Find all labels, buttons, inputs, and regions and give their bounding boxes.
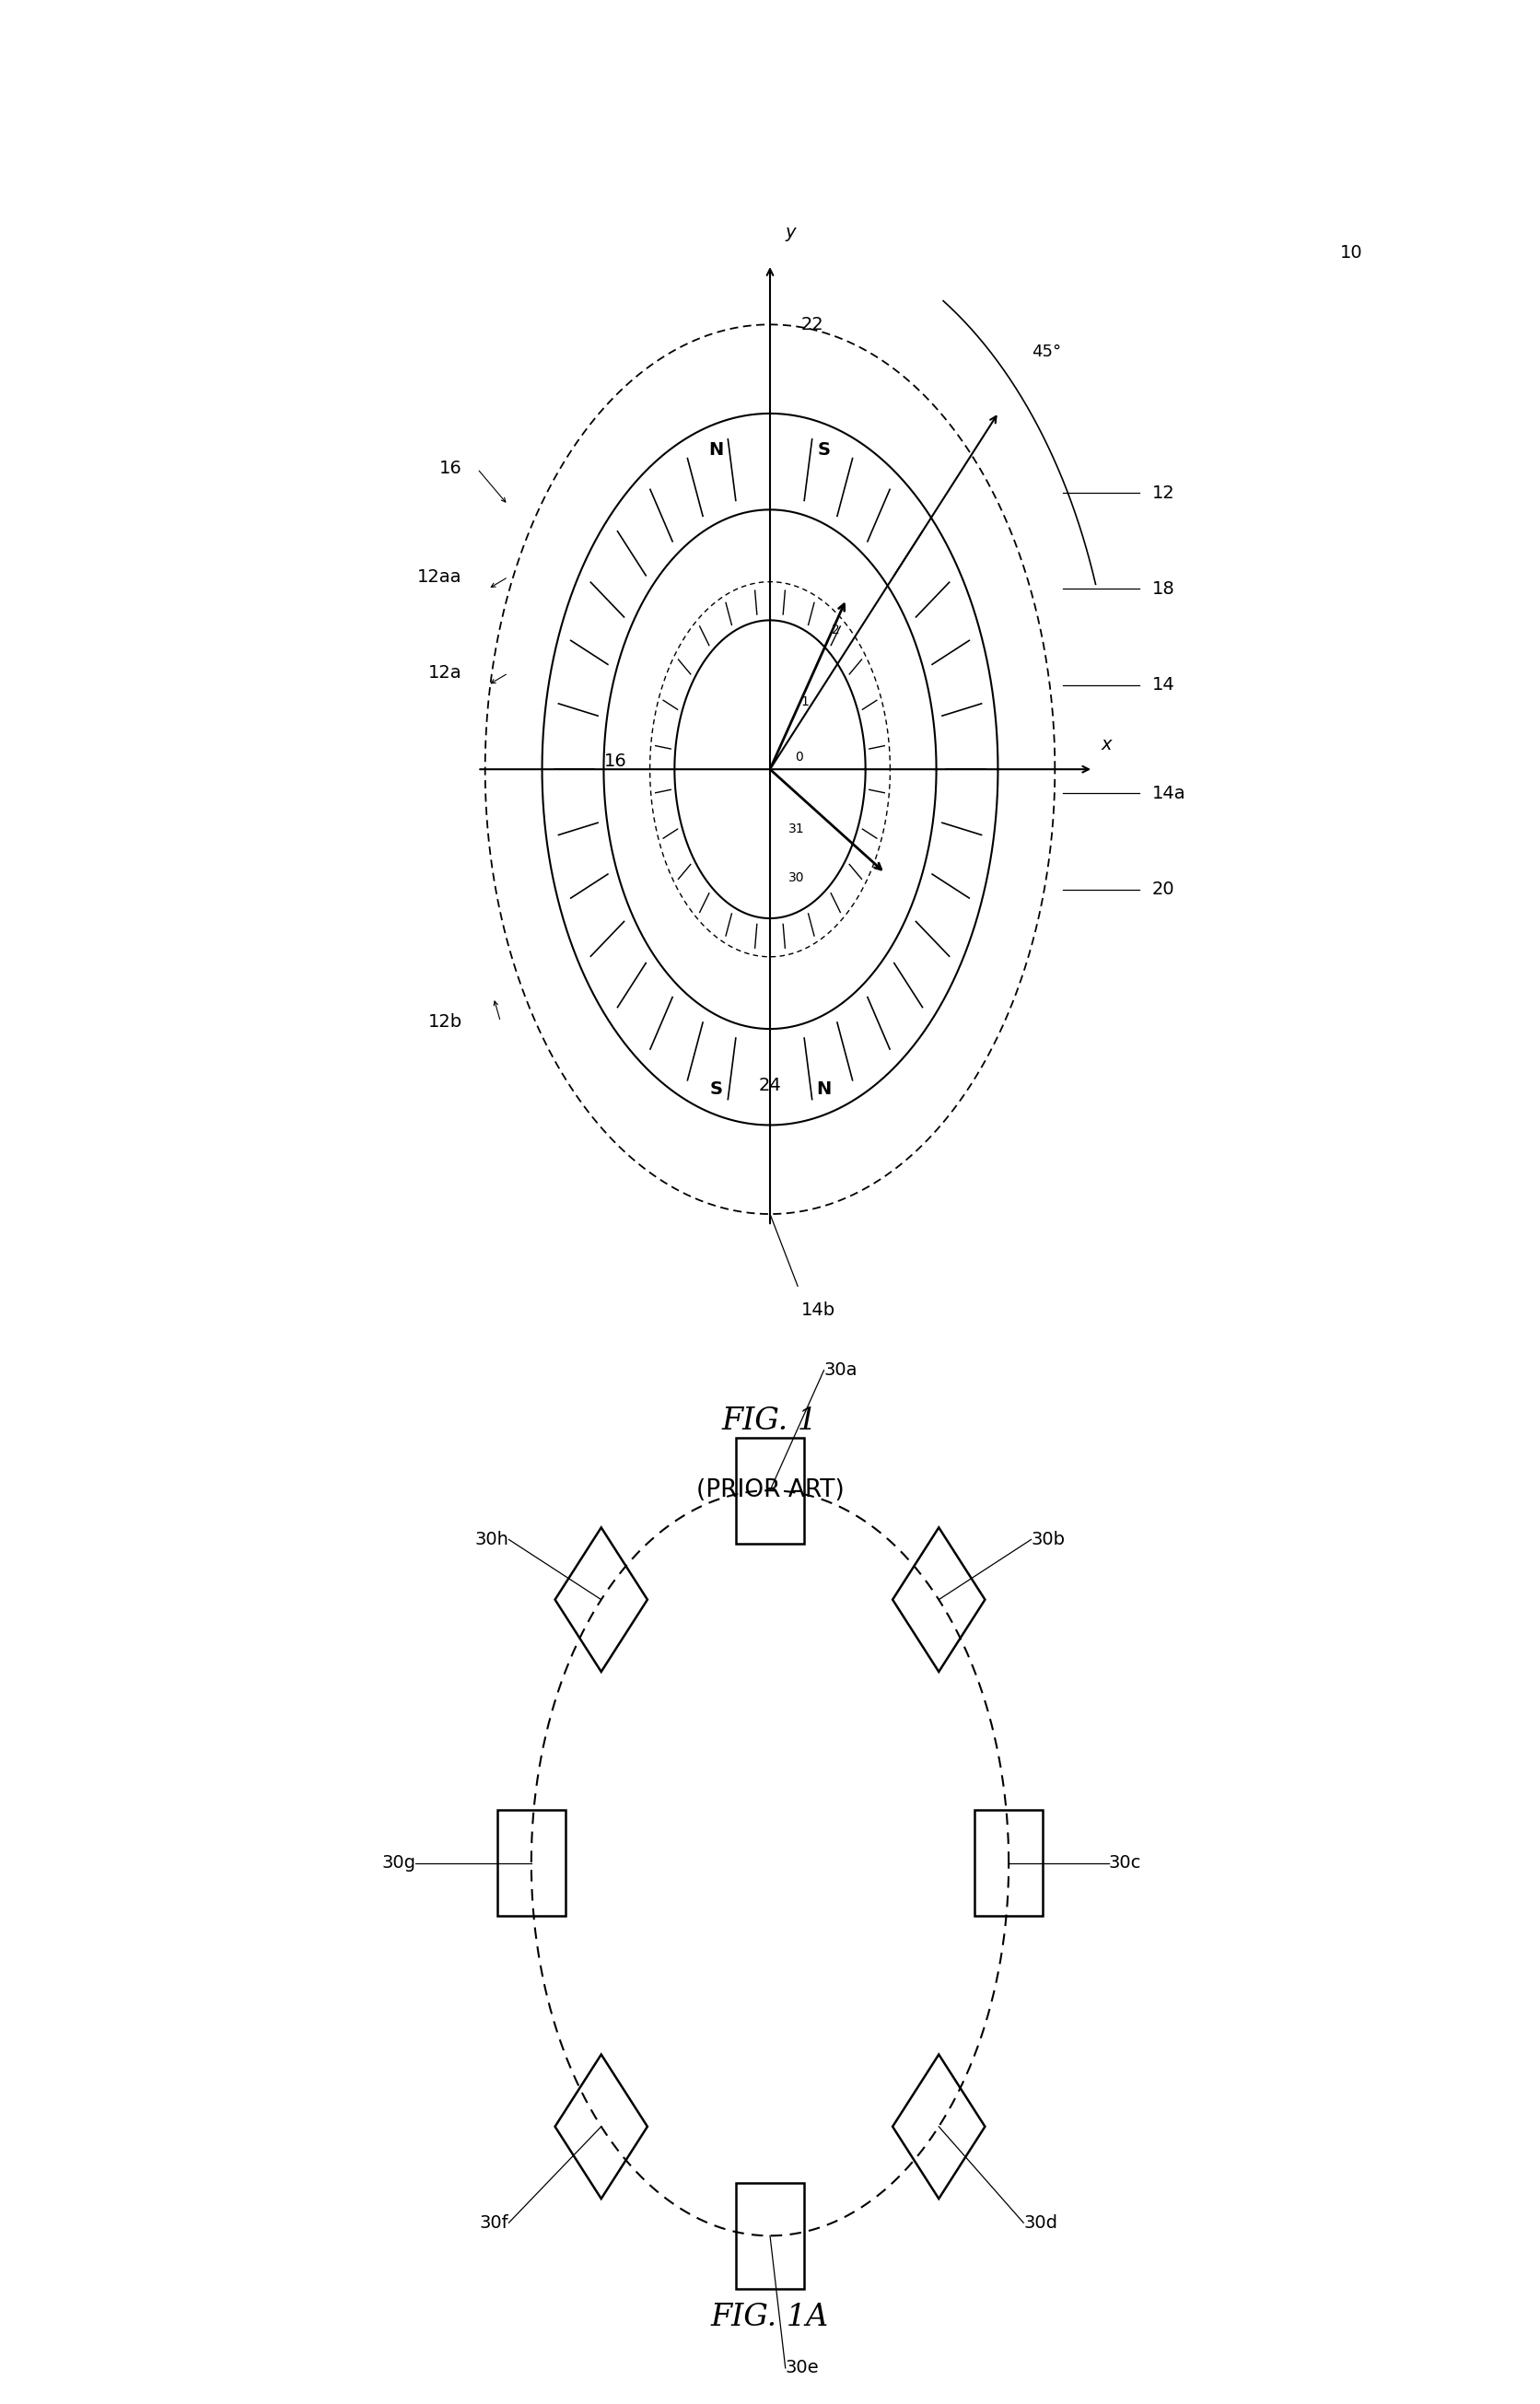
Polygon shape bbox=[736, 1438, 804, 1543]
Polygon shape bbox=[497, 1810, 565, 1916]
Text: 45°: 45° bbox=[1032, 344, 1061, 361]
Text: FIG. 1A: FIG. 1A bbox=[711, 2303, 829, 2332]
Polygon shape bbox=[554, 2055, 647, 2200]
Text: x: x bbox=[1101, 736, 1112, 755]
Text: 24: 24 bbox=[759, 1077, 781, 1094]
Text: S: S bbox=[818, 440, 830, 459]
Text: 30: 30 bbox=[788, 870, 804, 885]
Text: 30a: 30a bbox=[824, 1361, 858, 1380]
Text: y: y bbox=[785, 224, 796, 240]
Text: 31: 31 bbox=[788, 822, 805, 837]
Text: 18: 18 bbox=[1152, 579, 1175, 599]
Text: 2: 2 bbox=[832, 623, 839, 637]
Text: 30b: 30b bbox=[1032, 1531, 1066, 1548]
Text: 14: 14 bbox=[1152, 676, 1175, 695]
Text: 0: 0 bbox=[795, 750, 802, 764]
Text: 10: 10 bbox=[1340, 243, 1363, 262]
Text: 20: 20 bbox=[1152, 880, 1175, 899]
Text: (PRIOR ART): (PRIOR ART) bbox=[696, 1478, 844, 1502]
Text: N: N bbox=[816, 1079, 832, 1099]
Text: 30h: 30h bbox=[474, 1531, 508, 1548]
Text: 16: 16 bbox=[604, 752, 627, 769]
Text: 22: 22 bbox=[801, 315, 824, 334]
Text: 1: 1 bbox=[801, 695, 808, 709]
Text: 12: 12 bbox=[1152, 483, 1175, 502]
Text: 30f: 30f bbox=[479, 2214, 508, 2231]
Text: S: S bbox=[710, 1079, 722, 1099]
Text: 14b: 14b bbox=[801, 1301, 835, 1320]
Text: 30c: 30c bbox=[1109, 1853, 1141, 1873]
Text: 12aa: 12aa bbox=[417, 567, 462, 587]
Polygon shape bbox=[975, 1810, 1043, 1916]
Polygon shape bbox=[554, 1527, 647, 1671]
Text: 30d: 30d bbox=[1024, 2214, 1058, 2231]
Text: 12a: 12a bbox=[428, 664, 462, 683]
Text: 30e: 30e bbox=[785, 2358, 819, 2378]
Text: 16: 16 bbox=[439, 459, 462, 478]
Text: 30g: 30g bbox=[382, 1853, 416, 1873]
Text: 14a: 14a bbox=[1152, 784, 1186, 803]
Text: 12b: 12b bbox=[428, 1012, 462, 1031]
Text: FIG. 1: FIG. 1 bbox=[722, 1406, 818, 1435]
Polygon shape bbox=[736, 2183, 804, 2289]
Polygon shape bbox=[893, 2055, 986, 2200]
Text: N: N bbox=[708, 440, 724, 459]
Polygon shape bbox=[893, 1527, 986, 1671]
